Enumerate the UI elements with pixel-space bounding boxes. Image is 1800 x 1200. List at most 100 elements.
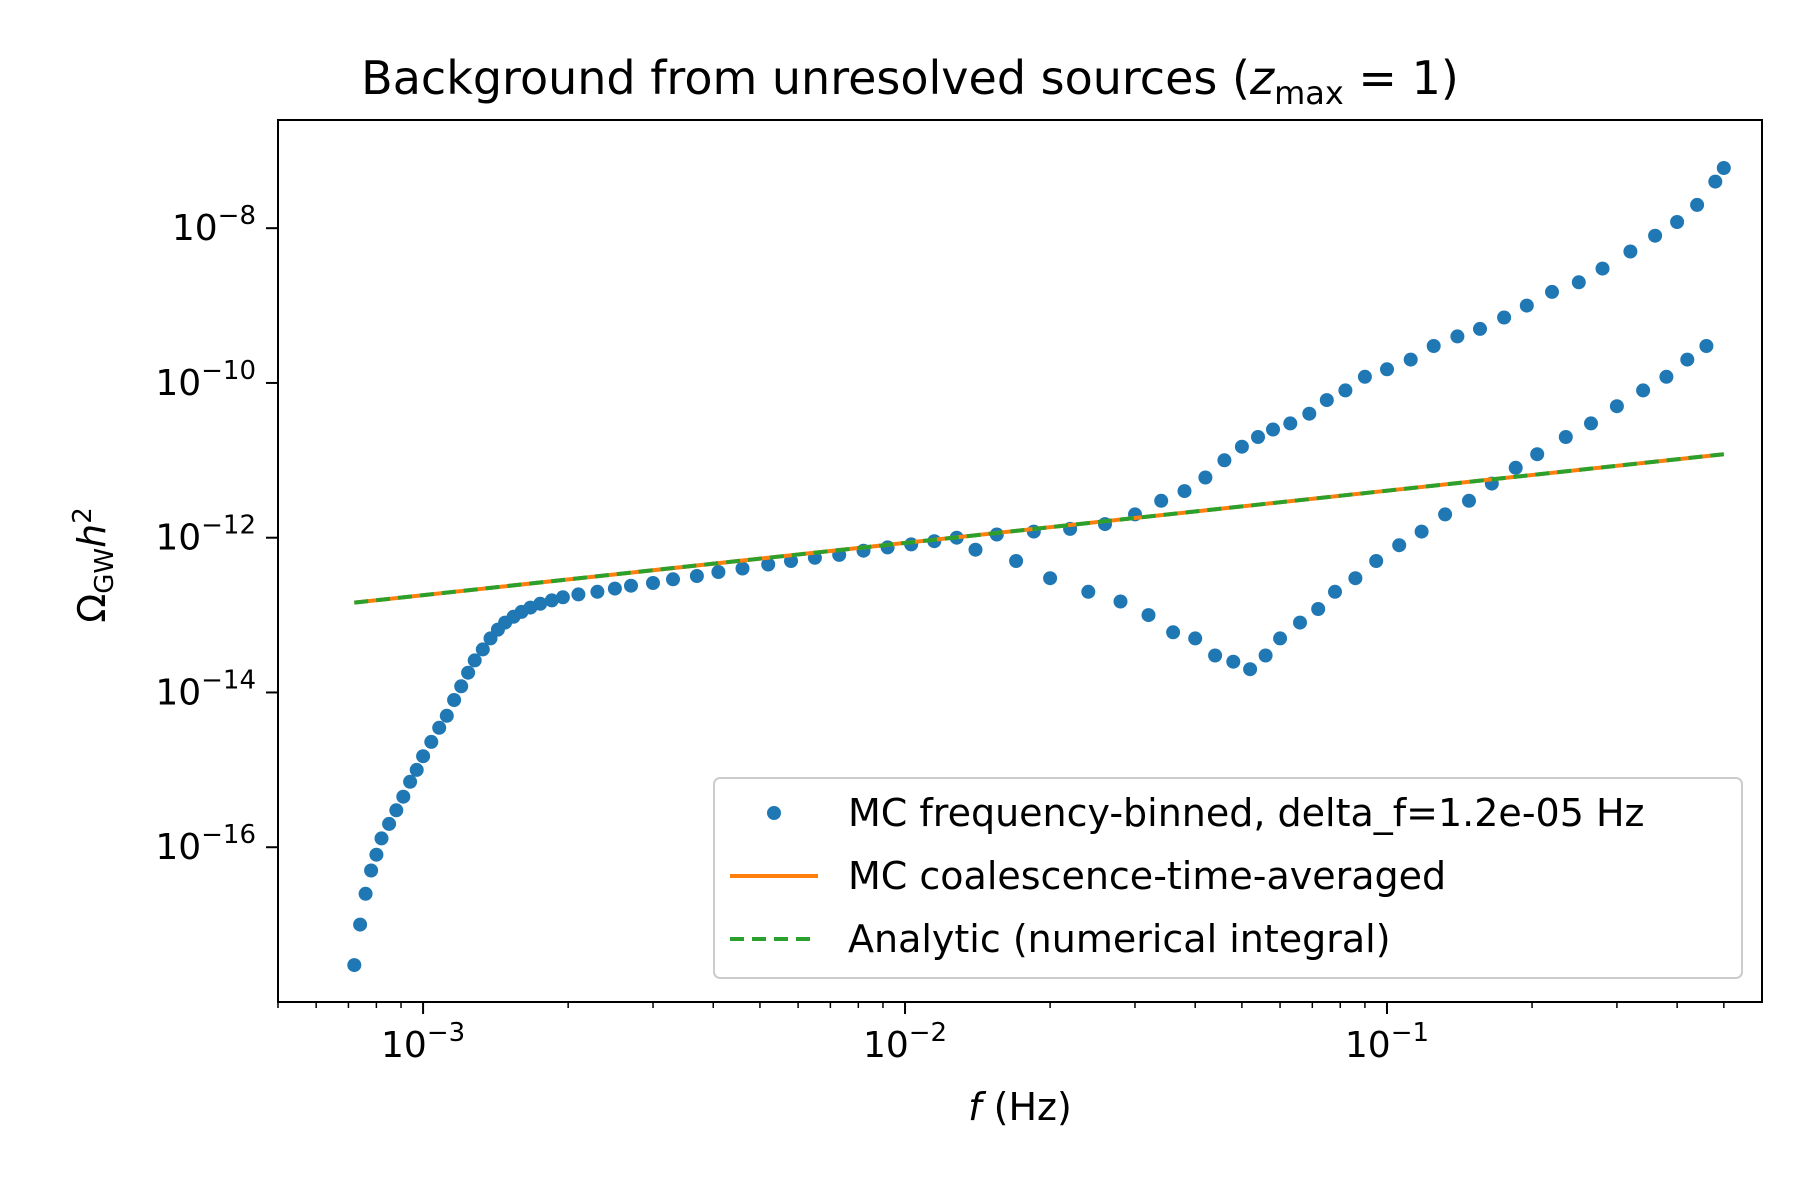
- scatter-point: [1708, 174, 1723, 189]
- scatter-point: [369, 847, 384, 862]
- legend: MC frequency-binned, delta_f=1.2e-05 Hz …: [713, 777, 1743, 979]
- y-tick-label: 10−16: [155, 820, 256, 868]
- scatter-point: [1243, 662, 1258, 677]
- legend-label-dashed: Analytic (numerical integral): [848, 917, 1391, 961]
- x-tick-label: 10−1: [1345, 1018, 1429, 1066]
- y-tick-label: 10−8: [172, 201, 256, 249]
- scatter-point: [1380, 362, 1394, 377]
- scatter-point: [689, 569, 704, 583]
- scatter-point: [555, 590, 570, 605]
- scatter-point: [1348, 571, 1363, 586]
- scatter-point: [461, 665, 476, 680]
- scatter-point: [1177, 484, 1192, 499]
- scatter-point: [1584, 416, 1598, 431]
- scatter-point: [467, 653, 482, 668]
- scatter-point: [416, 749, 431, 764]
- scatter-point: [382, 816, 397, 831]
- scatter-point: [1595, 261, 1610, 276]
- scatter-point: [1208, 648, 1223, 663]
- y-tick-label: 10−12: [155, 511, 256, 559]
- scatter-point: [1226, 654, 1241, 669]
- scatter-point: [1258, 648, 1273, 663]
- y-label-sub: GW: [90, 548, 120, 594]
- y-label-var: h: [70, 524, 114, 548]
- x-axis-label: f (Hz): [968, 1085, 1072, 1129]
- scatter-point: [1311, 602, 1326, 616]
- scatter-point: [347, 958, 362, 973]
- scatter-point: [1234, 439, 1249, 454]
- scatter-point: [1217, 453, 1232, 468]
- scatter-point: [590, 584, 605, 599]
- plot-frame: [277, 119, 1763, 1003]
- scatter-point: [1414, 524, 1429, 539]
- title-suffix: ): [1441, 51, 1459, 105]
- scatter-point: [1473, 321, 1487, 336]
- scatter-point: [1403, 352, 1418, 367]
- scatter-point: [1545, 284, 1559, 299]
- scatter-point: [666, 572, 680, 587]
- scatter-point: [396, 789, 411, 804]
- scatter-point: [1009, 554, 1024, 568]
- scatter-point: [1462, 493, 1476, 508]
- scatter-point: [607, 581, 622, 596]
- scatter-point: [1266, 422, 1280, 437]
- scatter-point: [735, 561, 750, 576]
- title-equals: = 1: [1344, 51, 1441, 105]
- scatter-point: [1338, 383, 1353, 398]
- scatter-point: [1508, 460, 1523, 475]
- scatter-point: [1251, 430, 1265, 444]
- scatter-point: [424, 734, 439, 749]
- series-line-analytic: [354, 452, 1725, 605]
- x-axis-ticks: 10−3 10−2 10−1: [277, 1002, 1725, 1066]
- legend-label-line: MC coalescence-time-averaged: [848, 854, 1446, 898]
- scatter-point: [1426, 339, 1441, 353]
- scatter-point: [389, 803, 404, 818]
- scatter-point: [1623, 244, 1638, 259]
- y-tick-label: 10−10: [155, 356, 256, 404]
- scatter-point: [432, 720, 447, 735]
- y-label-base: Ω: [70, 594, 114, 623]
- y-axis-label: ΩGWh2: [68, 507, 120, 623]
- scatter-point: [761, 557, 776, 572]
- y-label-sup: 2: [68, 507, 98, 524]
- line-series: [354, 452, 1725, 605]
- y-axis-ticks: 10−16 10−14 10−12 10−10 10−8: [155, 201, 278, 868]
- scatter-point: [533, 596, 548, 611]
- scatter-point: [711, 565, 726, 579]
- scatter-point: [1690, 197, 1705, 212]
- scatter-point: [1609, 399, 1624, 414]
- scatter-point: [447, 693, 462, 707]
- scatter-point: [1188, 631, 1203, 646]
- scatter-point: [1392, 538, 1407, 553]
- scatter-point: [1670, 215, 1685, 229]
- scatter-point: [1357, 369, 1372, 384]
- scatter-point: [1716, 161, 1731, 175]
- scatter-point: [1636, 383, 1651, 398]
- scatter-point: [1530, 447, 1545, 462]
- scatter-point: [968, 542, 983, 557]
- scatter-point: [1273, 631, 1288, 646]
- scatter-point: [1519, 298, 1534, 313]
- scatter-point: [1166, 625, 1181, 640]
- scatter-point: [1293, 615, 1307, 630]
- title-prefix: Background from unresolved sources (: [361, 51, 1250, 105]
- x-label-unit: (Hz): [982, 1085, 1072, 1129]
- scatter-point: [1571, 275, 1586, 290]
- scatter-point: [1699, 339, 1714, 353]
- legend-label-scatter: MC frequency-binned, delta_f=1.2e-05 Hz: [848, 791, 1644, 835]
- scatter-point: [544, 593, 559, 608]
- scatter-point: [1154, 493, 1169, 508]
- legend-marker-scatter: [767, 806, 781, 820]
- scatter-point: [1113, 594, 1128, 609]
- scatter-point: [1659, 369, 1674, 384]
- scatter-point: [1328, 584, 1342, 599]
- chart-title: Background from unresolved sources (zmax…: [361, 51, 1459, 112]
- y-tick-label: 10−14: [155, 665, 256, 713]
- scatter-point: [454, 679, 469, 694]
- title-var: z: [1249, 51, 1275, 105]
- scatter-point: [1680, 352, 1695, 367]
- scatter-point: [403, 774, 418, 789]
- scatter-point: [409, 762, 424, 777]
